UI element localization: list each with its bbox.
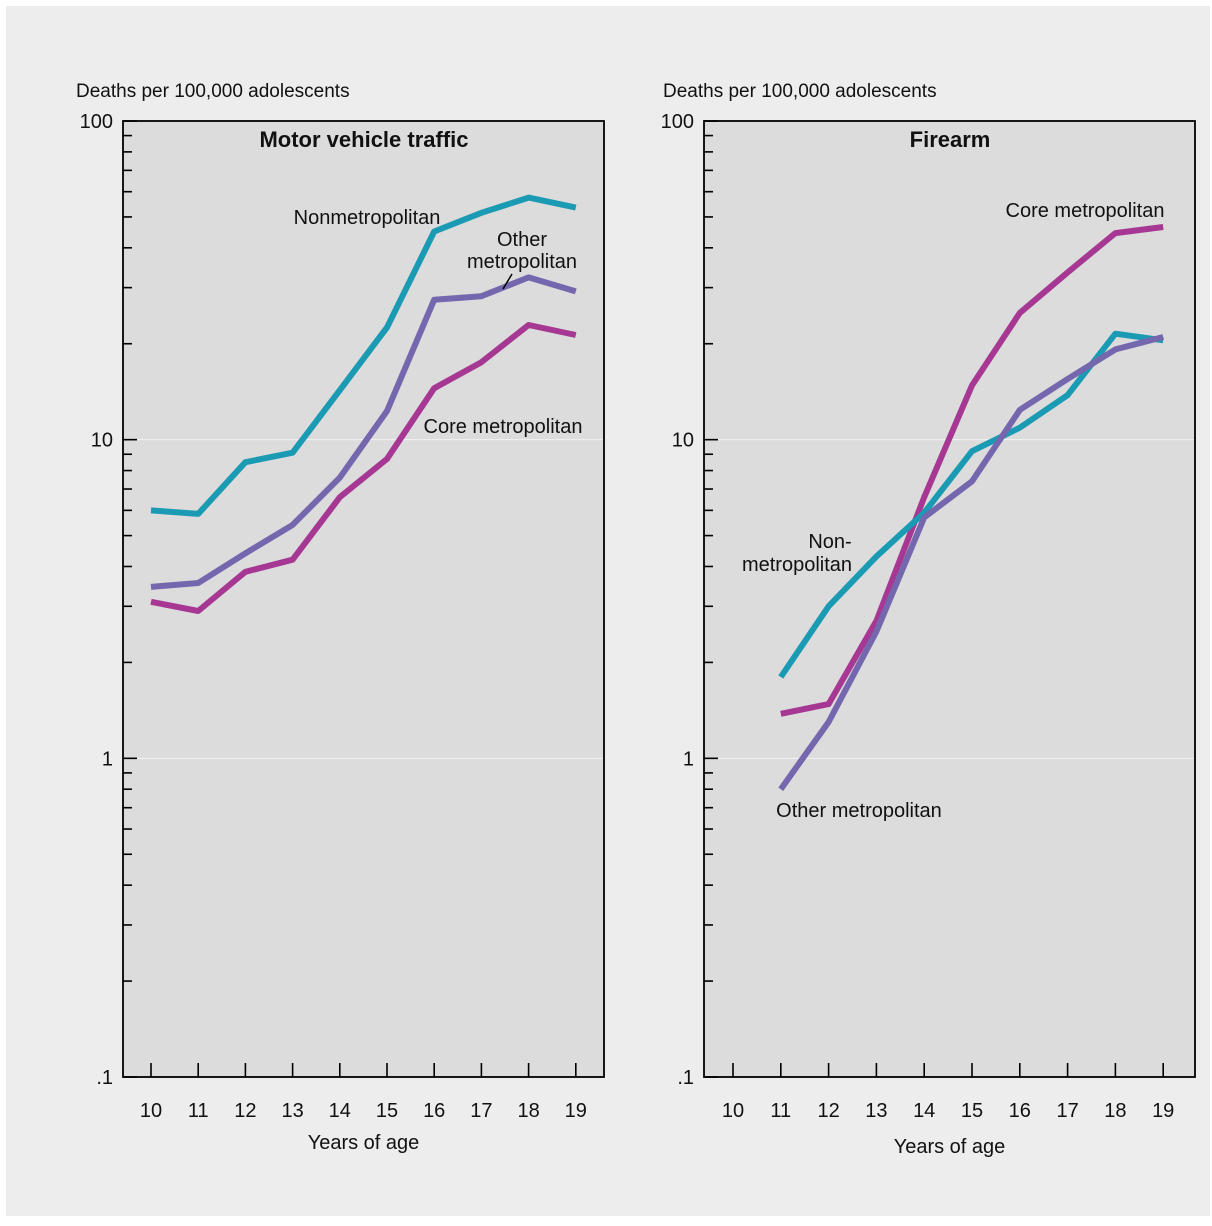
series-label-0-1-1: metropolitan [467,251,577,273]
x-tick-label-1-6: 16 [1009,1100,1031,1122]
x-tick-label-0-6: 16 [423,1100,445,1122]
x-tick-label-0-2: 12 [234,1100,256,1122]
y-tick-label-0-3: .1 [96,1067,113,1089]
y-tick-label-1-2: 1 [683,748,694,770]
series-line-1-1 [778,330,1164,679]
x-tick-label-1-5: 15 [961,1100,983,1122]
y-tick-label-0-2: 1 [102,748,113,770]
x-tick-label-0-1: 11 [188,1100,209,1122]
plot-area-1 [704,121,1195,1077]
x-tick-label-1-8: 18 [1104,1100,1126,1122]
x-tick-label-0-3: 13 [281,1100,303,1122]
chart-canvas: 100 10 1 .1 10 11 12 13 14 15 16 17 18 19 Nonmetropoli… [76,81,1196,1158]
plot-frame-1 [703,120,1196,1078]
panel-title-0: Motor vehicle traffic [259,127,468,152]
series-label-0-1-0: Other [497,229,547,251]
x-axis-label-1: Years of age [894,1136,1006,1158]
x-tick-label-1-2: 12 [817,1100,839,1122]
x-tick-label-1-0: 10 [722,1100,744,1122]
y-tick-label-1-0: 100 [661,111,694,133]
x-tick-label-0-9: 19 [565,1100,587,1122]
x-tick-label-0-7: 17 [470,1100,492,1122]
y-tick-label-1-1: 10 [672,430,694,452]
y-tick-label-1-3: .1 [677,1067,694,1089]
series-label-0-2-0: Core metropolitan [424,416,583,438]
series-label-1-1-0: Non- [808,531,851,553]
x-axis-label-0: Years of age [308,1132,420,1154]
x-tick-label-0-0: 10 [140,1100,162,1122]
series-line-0-0 [150,194,577,517]
series-line-1-2 [778,334,1164,791]
x-tick-label-1-7: 17 [1056,1100,1078,1122]
series-label-leader-0-1 [502,273,513,290]
series-label-0-0-0: Nonmetropolitan [294,207,441,229]
y-axis-label-0: Deaths per 100,000 adolescents [76,81,350,102]
series-label-1-2-0: Other metropolitan [776,800,942,822]
x-tick-label-0-4: 14 [329,1100,351,1122]
x-tick-label-1-1: 11 [770,1100,791,1122]
x-tick-label-0-8: 18 [517,1100,539,1122]
series-line-0-2 [150,322,577,614]
x-tick-label-1-4: 14 [913,1100,935,1122]
figure: 100 10 1 .1 10 11 12 13 14 15 16 17 18 19 Nonmetropoli… [6,6,1210,1216]
panel-title-1: Firearm [910,127,991,152]
series-label-1-0-0: Core metropolitan [1006,200,1165,222]
x-tick-label-1-9: 19 [1152,1100,1174,1122]
x-tick-label-1-3: 13 [865,1100,887,1122]
y-axis-label-1: Deaths per 100,000 adolescents [663,81,937,102]
y-tick-label-0-1: 10 [91,430,113,452]
y-tick-label-0-0: 100 [80,111,113,133]
series-line-1-0 [780,224,1164,717]
series-label-1-1-1: metropolitan [742,554,852,576]
plot-frame-0 [122,120,605,1078]
x-tick-label-0-5: 15 [376,1100,398,1122]
